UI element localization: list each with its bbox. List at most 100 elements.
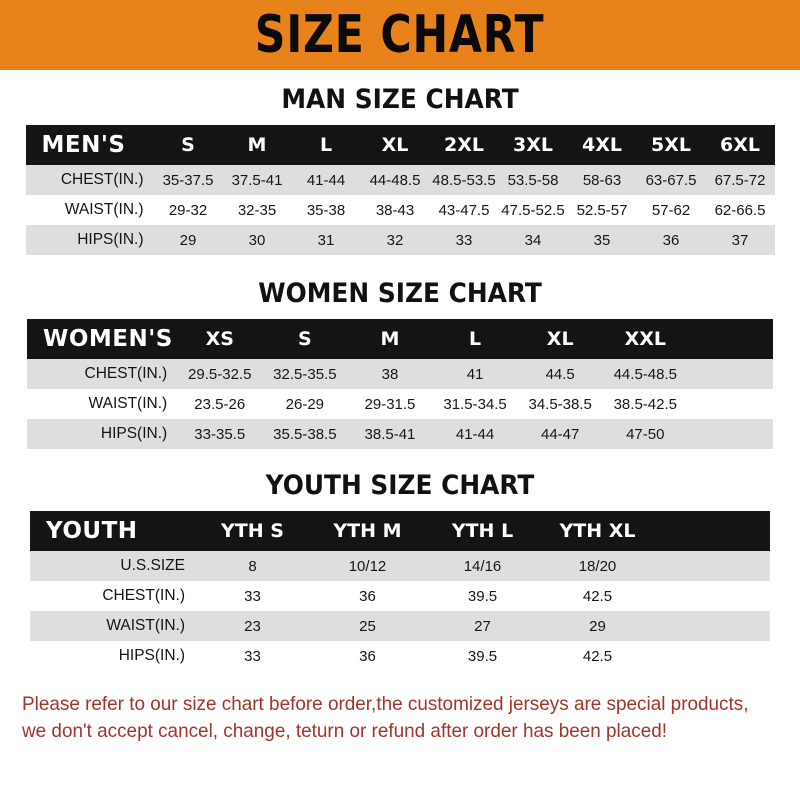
man-row-label: CHEST(IN.) — [25, 165, 154, 195]
women-column-header: XL — [517, 319, 603, 359]
youth-cell: 42.5 — [540, 641, 655, 671]
women-cell: 44.5 — [517, 359, 603, 389]
man-row-label: HIPS(IN.) — [25, 225, 154, 255]
youth-row-label: CHEST(IN.) — [30, 581, 195, 611]
man-size-chart-table: MEN'S S M L XL 2XL 3XL 4XL 5XL 6XL CHEST(IN.) 35-3… — [25, 125, 775, 255]
youth-table-body: U.S.SIZE 8 10/12 14/16 18/20 CHEST(IN.) 33 36 3… — [30, 551, 770, 671]
man-cell: 43-47.5 — [429, 195, 499, 225]
women-cell: 41-44 — [432, 419, 518, 449]
youth-cell: 10/12 — [310, 551, 425, 581]
size-chart-banner: SIZE CHART — [0, 0, 800, 70]
women-table-body: CHEST(IN.) 29.5-32.5 32.5-35.5 38 41 44.5 44.5… — [27, 359, 773, 449]
youth-table-row: U.S.SIZE 8 10/12 14/16 18/20 — [30, 551, 770, 581]
youth-header-row: YOUTH YTH S YTH M YTH L YTH XL — [30, 511, 770, 551]
man-table-row: CHEST(IN.) 35-37.5 37.5-41 41-44 44-48.5 48.5… — [25, 165, 775, 195]
order-policy-disclaimer: Please refer to our size chart before or… — [22, 691, 755, 745]
women-cell: 47-50 — [602, 419, 688, 449]
women-cell: 26-29 — [262, 389, 348, 419]
man-cell: 32 — [360, 225, 430, 255]
women-cell: 35.5-38.5 — [262, 419, 348, 449]
women-cell: 32.5-35.5 — [262, 359, 348, 389]
man-column-header: 2XL — [429, 125, 499, 165]
women-table-row: CHEST(IN.) 29.5-32.5 32.5-35.5 38 41 44.5 44.5… — [27, 359, 773, 389]
youth-cell: 14/16 — [425, 551, 540, 581]
youth-cell-empty — [655, 641, 770, 671]
women-column-header: XXL — [602, 319, 688, 359]
women-cell-empty — [687, 389, 773, 419]
youth-table-head: YOUTH YTH S YTH M YTH L YTH XL — [30, 511, 770, 551]
youth-column-header: YTH S — [195, 511, 310, 551]
youth-cell: 23 — [195, 611, 310, 641]
youth-cell: 36 — [310, 641, 425, 671]
women-table-row: WAIST(IN.) 23.5-26 26-29 29-31.5 31.5-34.5 34… — [27, 389, 773, 419]
women-cell: 38.5-41 — [347, 419, 433, 449]
women-column-header-empty — [687, 319, 773, 359]
man-cell: 52.5-57 — [567, 195, 637, 225]
youth-table-row: CHEST(IN.) 33 36 39.5 42.5 — [30, 581, 770, 611]
women-row-label: HIPS(IN.) — [27, 419, 178, 449]
women-cell: 23.5-26 — [177, 389, 263, 419]
youth-row-header-label: YOUTH — [30, 511, 195, 551]
youth-cell: 18/20 — [540, 551, 655, 581]
youth-column-header-empty — [655, 511, 770, 551]
man-cell: 63-67.5 — [636, 165, 706, 195]
man-cell: 38-43 — [360, 195, 430, 225]
women-row-label: WAIST(IN.) — [27, 389, 178, 419]
man-column-header: S — [153, 125, 223, 165]
disclaimer-line-2: we don't accept cancel, change, teturn o… — [22, 720, 668, 742]
youth-row-label: WAIST(IN.) — [30, 611, 195, 641]
youth-size-chart-table: YOUTH YTH S YTH M YTH L YTH XL U.S.SIZE 8 10/1… — [30, 511, 770, 671]
women-table-row: HIPS(IN.) 33-35.5 35.5-38.5 38.5-41 41-44 44-… — [27, 419, 773, 449]
man-cell: 62-66.5 — [705, 195, 775, 225]
women-cell: 38 — [347, 359, 433, 389]
youth-cell: 33 — [195, 641, 310, 671]
man-cell: 47.5-52.5 — [498, 195, 568, 225]
man-cell: 44-48.5 — [360, 165, 430, 195]
youth-table-row: HIPS(IN.) 33 36 39.5 42.5 — [30, 641, 770, 671]
women-size-chart-title: WOMEN SIZE CHART — [258, 278, 542, 309]
youth-cell-empty — [655, 611, 770, 641]
man-cell: 32-35 — [222, 195, 292, 225]
man-cell: 35-37.5 — [153, 165, 223, 195]
youth-cell: 39.5 — [425, 581, 540, 611]
man-cell: 57-62 — [636, 195, 706, 225]
man-column-header: 4XL — [567, 125, 637, 165]
man-cell: 41-44 — [291, 165, 361, 195]
man-cell: 53.5-58 — [498, 165, 568, 195]
youth-cell-empty — [655, 581, 770, 611]
women-column-header: XS — [177, 319, 263, 359]
youth-column-header: YTH M — [310, 511, 425, 551]
women-cell: 44-47 — [517, 419, 603, 449]
youth-cell: 33 — [195, 581, 310, 611]
man-cell: 58-63 — [567, 165, 637, 195]
youth-cell: 27 — [425, 611, 540, 641]
man-table-row: WAIST(IN.) 29-32 32-35 35-38 38-43 43-47.5 47.… — [25, 195, 775, 225]
youth-cell: 42.5 — [540, 581, 655, 611]
youth-cell-empty — [655, 551, 770, 581]
man-row-label: WAIST(IN.) — [25, 195, 154, 225]
women-row-label: CHEST(IN.) — [27, 359, 178, 389]
women-size-chart-table: WOMEN'S XS S M L XL XXL CHEST(IN.) 29.5-32.5 32.… — [27, 319, 773, 449]
man-cell: 29-32 — [153, 195, 223, 225]
women-cell: 41 — [432, 359, 518, 389]
man-cell: 30 — [222, 225, 292, 255]
youth-cell: 8 — [195, 551, 310, 581]
disclaimer-line-1: Please refer to our size chart before or… — [22, 693, 749, 715]
man-cell: 34 — [498, 225, 568, 255]
women-cell: 33-35.5 — [177, 419, 263, 449]
banner-title: SIZE CHART — [255, 5, 545, 65]
man-table-row: HIPS(IN.) 29 30 31 32 33 34 35 36 37 — [25, 225, 775, 255]
man-column-header: M — [222, 125, 292, 165]
youth-row-label: U.S.SIZE — [30, 551, 195, 581]
man-cell: 31 — [291, 225, 361, 255]
man-column-header: 3XL — [498, 125, 568, 165]
women-column-header: M — [347, 319, 433, 359]
women-cell: 44.5-48.5 — [602, 359, 688, 389]
youth-column-header: YTH XL — [540, 511, 655, 551]
man-row-header-label: MEN'S — [25, 125, 154, 165]
women-cell: 38.5-42.5 — [602, 389, 688, 419]
man-cell: 35-38 — [291, 195, 361, 225]
women-cell: 34.5-38.5 — [517, 389, 603, 419]
youth-cell: 29 — [540, 611, 655, 641]
women-column-header: S — [262, 319, 348, 359]
